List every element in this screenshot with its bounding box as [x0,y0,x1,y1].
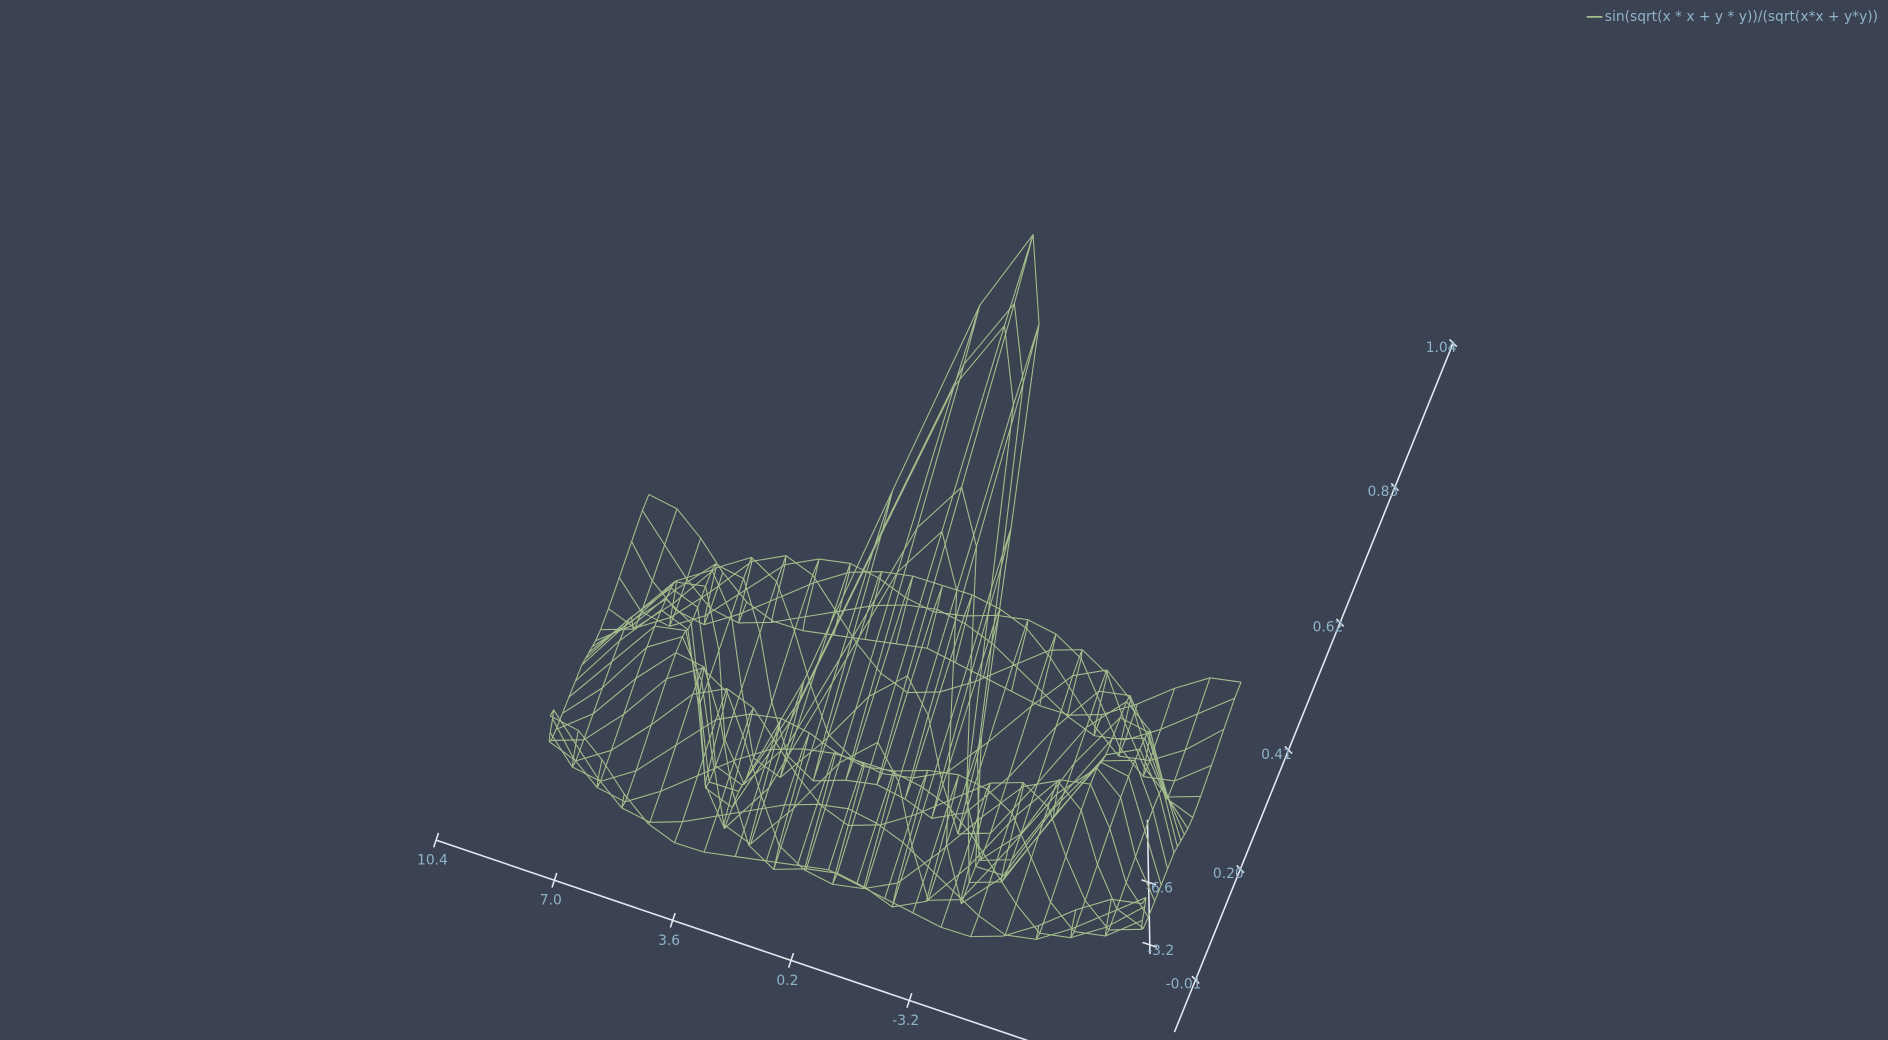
mesh-line [549,713,1143,937]
mesh-line [591,569,1185,835]
mesh-line [581,234,1175,877]
mesh-line [551,667,1144,929]
z-tick [1191,975,1200,984]
z-tick-label: 0.62 [1313,619,1344,635]
z-tick-label: 0.83 [1367,484,1398,500]
z-tick-label: -0.01 [1166,977,1202,993]
x-tick [669,912,676,928]
mesh-line [648,493,1242,716]
mesh-line [552,718,1146,939]
y-tick [1141,879,1157,886]
x-tick-label: 7.0 [540,893,562,909]
x-tick [906,992,913,1008]
x-tick-label: 0.2 [776,973,798,989]
x-tick [551,872,558,888]
mesh-line [588,486,1182,860]
x-tick-label: 3.6 [658,933,680,949]
mesh-line [584,302,1178,861]
z-axis [1173,342,1454,1033]
x-tick-label: -3.2 [892,1013,919,1029]
z-tick [1449,338,1458,348]
mesh-line [553,709,1147,940]
z-tick [1284,745,1293,755]
y-tick-label: -3.2 [1147,943,1174,959]
y-tick [1142,941,1158,949]
mesh-line [631,541,1225,762]
legend-label: sin(sqrt(x * x + y * y))/(sqrt(x*x + y*y… [1605,9,1878,25]
x-tick [432,832,440,848]
mesh-line [600,556,1194,818]
x-tick-label: 10.4 [417,853,448,869]
mesh-line [568,530,1162,905]
mesh-line [549,715,1143,938]
mesh-line [548,494,650,743]
surface [548,234,1242,940]
mesh-line [548,688,1142,931]
legend: sin(sqrt(x * x + y * y))/(sqrt(x*x + y*y… [1586,9,1878,25]
z-tick [1390,482,1400,492]
axes: 10.47.03.60.2-3.2-3.2-6.6-0.010.200.410.… [417,338,1458,1040]
mesh-line [562,636,1156,902]
mesh-line [595,563,1189,829]
x-tick [787,952,795,968]
mesh-line [555,652,1149,918]
z-tick-label: 0.41 [1261,747,1292,763]
z-tick [1335,618,1345,627]
z-tick [1236,864,1245,874]
mesh-line [618,558,1212,782]
z-tick-label: 1.04 [1426,340,1457,356]
z-tick-label: 0.20 [1213,866,1244,882]
